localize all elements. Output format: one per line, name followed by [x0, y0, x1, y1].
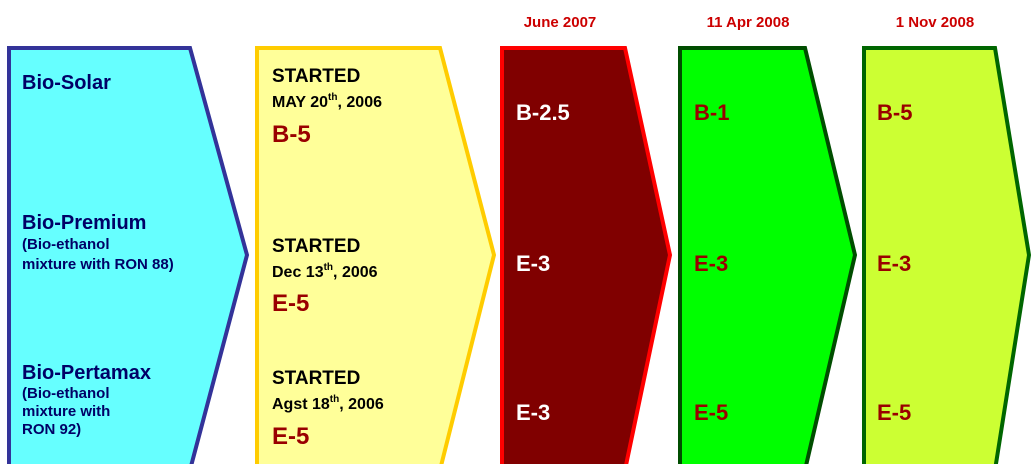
date-sup: th [330, 394, 339, 405]
column-header: 1 Nov 2008 [896, 14, 974, 31]
arrow-fuel [7, 46, 250, 464]
code: B-5 [877, 100, 912, 125]
code: B-5 [272, 121, 311, 148]
code: E-3 [516, 251, 550, 276]
arrow-started [255, 46, 497, 464]
date: MAY 20th, 2006 [272, 92, 382, 111]
date-part: , 2006 [339, 396, 384, 413]
date-sup: th [324, 262, 333, 273]
fuel-note: RON 92) [22, 421, 81, 438]
code: B-1 [694, 100, 729, 125]
code: E-5 [272, 423, 309, 450]
fuel-note: (Bio-ethanol [22, 385, 110, 402]
code: E-5 [877, 400, 911, 425]
code: E-3 [877, 251, 911, 276]
column-header: 11 Apr 2008 [707, 14, 790, 31]
fuel-title: Bio-Premium [22, 212, 146, 234]
date: Dec 13th, 2006 [272, 262, 378, 281]
date-part: MAY 20 [272, 94, 328, 111]
date-part: , 2006 [338, 94, 383, 111]
date: Agst 18th, 2006 [272, 394, 384, 413]
date-part: Agst 18 [272, 396, 330, 413]
fuel-title: Bio-Pertamax [22, 362, 151, 384]
column-header: June 2007 [524, 14, 597, 31]
arrow-apr-2008 [678, 46, 858, 464]
date-sup: th [328, 92, 337, 103]
code: E-5 [694, 400, 728, 425]
code: B-2.5 [516, 100, 570, 125]
fuel-note: mixture with RON 88) [22, 256, 174, 273]
fuel-note: mixture with [22, 403, 110, 420]
date-part: Dec 13 [272, 264, 324, 281]
fuel-note: (Bio-ethanol [22, 236, 110, 253]
date-part: , 2006 [333, 264, 378, 281]
code: E-3 [694, 251, 728, 276]
status: STARTED [272, 368, 360, 389]
arrow-nov-2008 [862, 46, 1031, 464]
code: E-3 [516, 400, 550, 425]
status: STARTED [272, 66, 360, 87]
arrow-june-2007 [500, 46, 673, 464]
code: E-5 [272, 290, 309, 317]
fuel-title: Bio-Solar [22, 72, 111, 94]
status: STARTED [272, 236, 360, 257]
